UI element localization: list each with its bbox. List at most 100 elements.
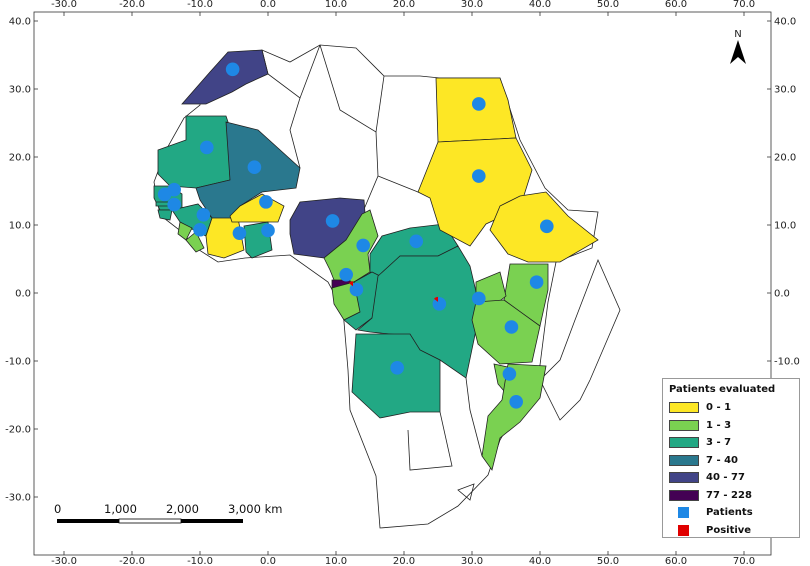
patient-marker-1	[200, 140, 214, 155]
lon-tick-top-4: 10.0	[325, 0, 347, 10]
country-morocco	[181, 49, 269, 105]
lat-tick-right-4: 0.0	[774, 289, 790, 300]
north-label: N	[734, 29, 741, 40]
patient-marker-12	[356, 238, 371, 253]
north-arrow-icon: N	[730, 29, 746, 64]
legend-swatch-0	[669, 402, 699, 414]
country-liberia	[185, 231, 205, 253]
patient-marker-4	[167, 182, 181, 197]
legend-class-3: 7 - 40	[669, 452, 793, 470]
country-cote-d-ivoire	[205, 217, 245, 259]
lon-tick-bottom-8: 50.0	[597, 556, 619, 566]
patient-marker-24	[509, 395, 523, 409]
lat-tick-right-0: 40.0	[774, 17, 796, 28]
lat-tick-left-1: 30.0	[9, 85, 31, 96]
lon-tick-top-3: 0.0	[260, 0, 276, 10]
legend-label-0: 0 - 1	[706, 402, 732, 414]
lon-tick-bottom-2: -10.0	[187, 556, 213, 566]
scale-seg-3	[181, 519, 243, 523]
patient-marker-5	[167, 197, 181, 212]
lat-tick-right-2: 20.0	[774, 153, 796, 164]
patient-marker-25	[390, 361, 405, 375]
patient-marker-0	[225, 62, 240, 77]
legend-label-2: 3 - 7	[706, 437, 732, 449]
patient-marker-20	[472, 169, 486, 183]
border-line-1	[289, 97, 301, 169]
patient-marker-22	[504, 320, 519, 334]
lon-tick-bottom-4: 10.0	[325, 556, 347, 566]
legend-class-1: 1 - 3	[669, 417, 793, 435]
country-mozambique	[481, 363, 547, 471]
patient-marker-14	[339, 267, 354, 282]
legend-marker-0: Patients	[669, 504, 793, 522]
legend-swatch-5	[669, 489, 699, 501]
border-line-4	[377, 175, 419, 193]
lon-tick-bottom-1: -20.0	[119, 556, 145, 566]
country-guinea-bissau	[157, 209, 173, 221]
legend-marker-swatch-1	[678, 524, 689, 536]
scale-label-1000: 1,000	[104, 502, 137, 516]
legend-title: Patients evaluated	[669, 384, 776, 395]
scale-label-2000: 2,000	[166, 502, 199, 516]
lon-tick-top-2: -10.0	[187, 0, 213, 10]
legend-marker-swatch-0	[678, 507, 689, 519]
lat-tick-left-4: 0.0	[15, 289, 31, 300]
patient-marker-17	[472, 291, 486, 306]
scale-seg-2	[118, 518, 182, 524]
scale-label-0: 0	[54, 502, 61, 516]
lat-tick-left-5: -10.0	[5, 357, 31, 368]
legend-class-0: 0 - 1	[669, 399, 793, 417]
lon-tick-top-9: 60.0	[665, 0, 687, 10]
legend-class-2: 3 - 7	[669, 434, 793, 452]
lon-tick-top-5: 20.0	[393, 0, 415, 10]
marker-layer	[157, 62, 554, 409]
lon-tick-bottom-5: 20.0	[393, 556, 415, 566]
legend-class-5: 77 - 228	[669, 487, 793, 505]
patient-marker-11	[325, 214, 340, 228]
scale-seg-1	[57, 519, 119, 523]
lat-tick-left-0: 40.0	[9, 17, 31, 28]
country-dr-congo	[357, 245, 479, 379]
lon-tick-top-7: 40.0	[529, 0, 551, 10]
legend-swatch-3	[669, 454, 699, 466]
scale-bar: 0 1,000 2,000 3,000 km	[54, 502, 282, 524]
border-line-2	[319, 44, 385, 133]
patient-marker-21	[540, 219, 554, 234]
positive-marker-0	[349, 281, 353, 287]
lon-tick-bottom-9: 60.0	[665, 556, 687, 566]
lat-tick-right-1: 30.0	[774, 85, 796, 96]
patient-marker-16	[432, 297, 447, 311]
legend-marker-label-1: Positive	[706, 524, 752, 536]
lat-tick-left-3: 10.0	[9, 221, 31, 232]
lat-tick-left-2: 20.0	[9, 153, 31, 164]
lon-tick-top-8: 50.0	[597, 0, 619, 10]
border-line-6	[465, 377, 483, 457]
patient-marker-8	[232, 226, 247, 240]
legend-swatch-4	[669, 472, 699, 484]
country-angola	[351, 333, 441, 419]
legend-label-1: 1 - 3	[706, 419, 732, 431]
legend-swatch-1	[669, 419, 699, 431]
border-line-8	[539, 258, 621, 421]
lon-tick-bottom-10: 70.0	[733, 556, 755, 566]
patient-marker-10	[261, 223, 275, 238]
lon-tick-top-6: 30.0	[461, 0, 483, 10]
patient-marker-7	[193, 222, 207, 237]
country-sudan	[417, 137, 533, 247]
legend-class-4: 40 - 77	[669, 469, 793, 487]
lon-tick-top-10: 70.0	[733, 0, 755, 10]
legend: Patients evaluated 0 - 1 1 - 3 3 - 7 7 - 40…	[662, 378, 800, 538]
legend-marker-1: Positive	[669, 522, 793, 540]
lon-tick-bottom-0: -30.0	[51, 556, 77, 566]
legend-label-3: 7 - 40	[706, 454, 738, 466]
border-line-5	[407, 411, 453, 471]
patient-marker-13	[409, 234, 424, 249]
lat-tick-left-6: -20.0	[5, 425, 31, 436]
legend-swatch-2	[669, 437, 699, 449]
lon-tick-bottom-3: 0.0	[260, 556, 276, 566]
lat-tick-right-5: -10.0	[774, 357, 800, 368]
lon-tick-top-1: -20.0	[119, 0, 145, 10]
patient-marker-23	[502, 367, 517, 381]
